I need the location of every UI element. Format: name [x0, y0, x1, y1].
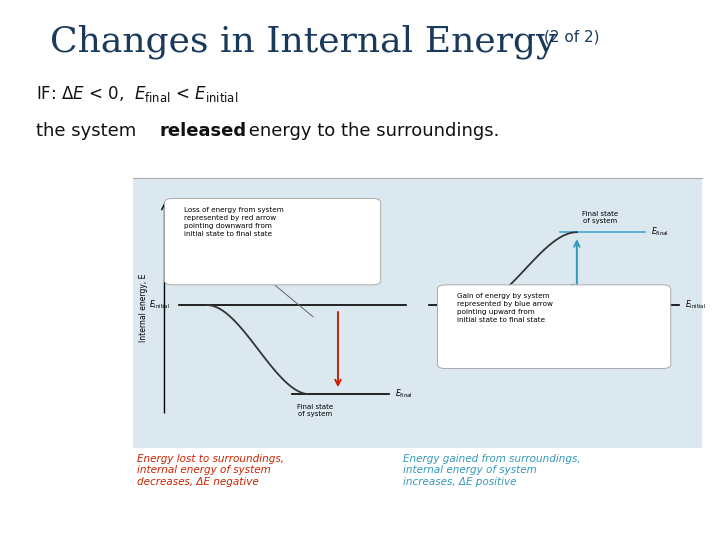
FancyBboxPatch shape: [164, 198, 381, 285]
Text: $E_{\rm initial}$: $E_{\rm initial}$: [149, 299, 170, 312]
Text: the system: the system: [36, 122, 142, 139]
Text: IF: $\Delta E$ < 0,  $E_{\rm final}$ < $E_{\rm initial}$: IF: $\Delta E$ < 0, $E_{\rm final}$ < $E…: [36, 84, 238, 104]
Text: energy to the surroundings.: energy to the surroundings.: [243, 122, 500, 139]
Text: Energy gained from surroundings,
internal energy of system
increases, ΔE positiv: Energy gained from surroundings, interna…: [403, 454, 581, 487]
Text: Gain of energy by system
represented by blue arrow
pointing upward from
initial : Gain of energy by system represented by …: [457, 293, 553, 323]
Text: Energy lost to surroundings,
internal energy of system
decreases, ΔE negative: Energy lost to surroundings, internal en…: [137, 454, 284, 487]
Text: Loss of energy from system
represented by red arrow
pointing downward from
initi: Loss of energy from system represented b…: [184, 206, 284, 237]
Text: $E_{\rm final}$: $E_{\rm final}$: [395, 388, 413, 401]
Text: Internal energy, E: Internal energy, E: [139, 274, 148, 342]
Text: $E_{\rm final}$: $E_{\rm final}$: [651, 226, 669, 239]
Text: (2 of 2): (2 of 2): [544, 30, 599, 45]
Text: $E_{\rm initial}$: $E_{\rm initial}$: [685, 299, 706, 312]
Text: Initial state
of system: Initial state of system: [483, 285, 523, 298]
Text: released: released: [160, 122, 247, 139]
Text: Final state
of system: Final state of system: [297, 403, 333, 417]
FancyBboxPatch shape: [438, 285, 671, 368]
FancyBboxPatch shape: [133, 178, 702, 448]
Text: Changes in Internal Energy: Changes in Internal Energy: [50, 24, 557, 59]
Text: Final state
of system: Final state of system: [582, 211, 618, 224]
